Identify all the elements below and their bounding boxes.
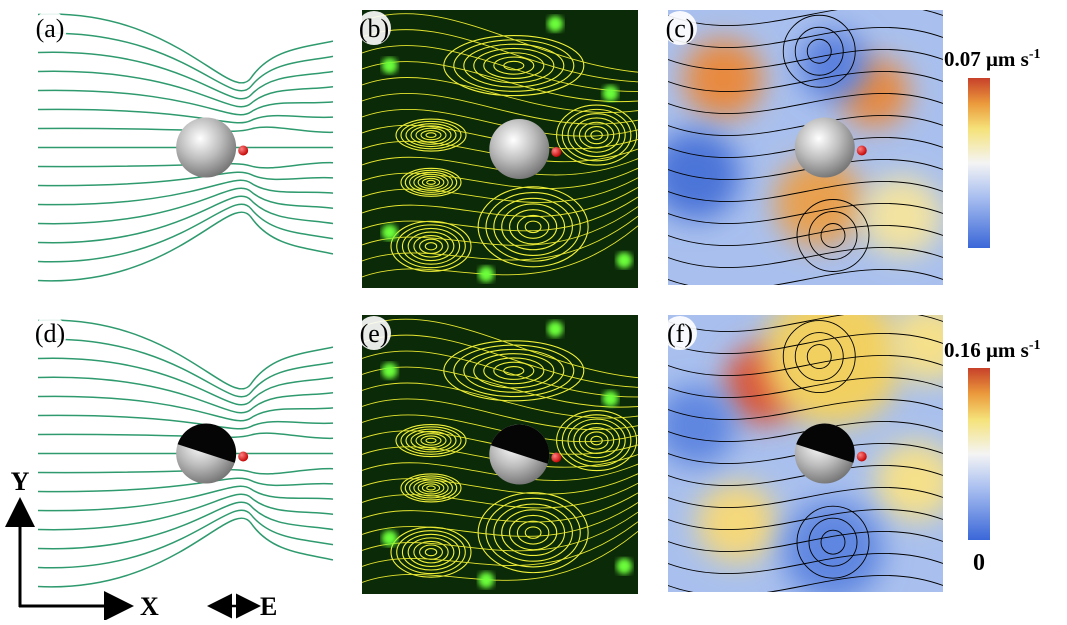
heat [862,176,942,256]
colorbar [968,368,990,540]
streamline [38,486,333,510]
particle [382,224,398,240]
panel-label: (c) [666,14,695,43]
heat [798,30,868,100]
tracer [238,146,248,156]
particle [382,58,398,74]
colorbar-max-text: 0.16 μm s [944,338,1029,362]
streamline [38,196,333,243]
streamline [38,204,333,262]
tracer [238,452,248,462]
particle [616,252,632,268]
particle [602,85,618,101]
panels: (a) (b) (c) (d) (e) (f) [33,5,969,600]
panel [38,14,333,281]
tracer [551,453,561,463]
sphere [176,118,236,178]
tracer [857,452,867,462]
streamline [38,478,333,491]
particle [616,558,632,574]
panel-label: (f) [667,319,693,348]
colorbar-max-sup: -1 [1029,338,1041,353]
heat [683,39,763,119]
colorbar-max-sup: -1 [1029,47,1041,62]
streamline [38,109,333,122]
streamline [38,339,333,397]
panel-label: (d) [35,319,65,348]
heat [763,287,903,427]
panel-label: (a) [36,14,65,43]
streamline [38,33,333,91]
streamline [38,180,333,204]
streamline [38,90,333,114]
figure: (a)(b)(c)(d)(e)(f) 0.07 μm s-1 0.16 μm s… [0,0,1067,620]
particle [382,530,398,546]
tracer [551,147,561,157]
colorbar-max-text: 0.07 μm s [944,47,1029,71]
streamline [38,502,333,549]
streamline [38,52,333,99]
y-label: Y [11,467,30,496]
panel [656,287,970,601]
particle [478,266,494,282]
particle [602,391,618,407]
panel-label: (b) [359,14,389,43]
colorbar [968,78,990,248]
particle [478,572,494,588]
colorbar-min: 0 [973,550,985,576]
panel [362,315,638,594]
particle [547,321,563,337]
streamline [38,358,333,405]
streamline [38,396,333,420]
panel [651,5,944,289]
colorbar-max: 0.16 μm s-1 [944,338,1041,362]
x-label: X [140,592,159,620]
particle [547,16,563,32]
sphere [489,119,549,179]
streamline [38,172,333,185]
field-label: E [260,592,277,620]
particle [382,363,398,379]
streamline [38,510,333,568]
panel [38,320,333,587]
panel-label: (e) [360,319,389,348]
heat [651,130,741,220]
panel [362,10,638,288]
streamline [38,415,333,428]
sphere [795,118,855,178]
colorbar-max: 0.07 μm s-1 [944,47,1041,71]
tracer [857,146,867,156]
